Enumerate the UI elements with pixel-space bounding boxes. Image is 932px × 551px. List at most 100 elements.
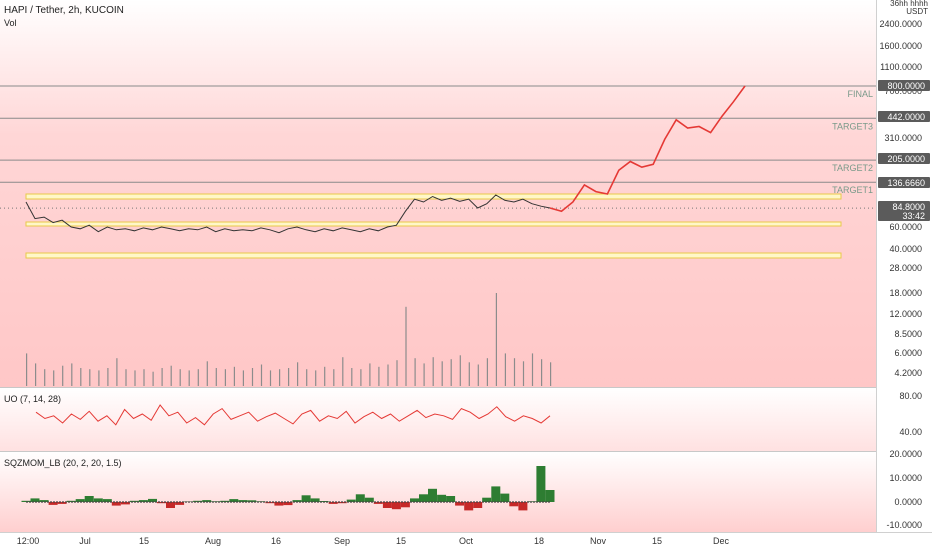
volume-bar (71, 363, 73, 386)
symbol-title[interactable]: HAPI / Tether, 2h, KUCOIN (4, 5, 124, 16)
volume-bar (396, 360, 398, 386)
sqzmom-bar (518, 502, 528, 511)
volume-bar (125, 369, 127, 386)
sqzmom-bar (111, 502, 121, 506)
volume-bar (242, 370, 244, 386)
volume-bar (44, 369, 46, 386)
volume-bar (522, 361, 525, 386)
sqzmom-bar (391, 502, 401, 510)
volume-bar (342, 357, 344, 386)
volume-bar (215, 368, 217, 386)
squeeze-momentum-pane[interactable] (0, 452, 876, 532)
sqzmom-bar (464, 502, 474, 511)
volume-bar (423, 363, 425, 386)
sqzmom-bar (328, 502, 338, 504)
volume-bar (53, 370, 55, 386)
volume-bar (513, 358, 516, 386)
volume-bar (233, 366, 235, 386)
sqzmom-bar (75, 499, 85, 502)
volume-bar (441, 361, 443, 386)
volume-bar (387, 364, 389, 386)
sqzmom-bar (93, 498, 103, 502)
sqzmom-bar (364, 497, 374, 502)
sqzmom-bar (373, 502, 383, 504)
volume-bar (188, 370, 190, 386)
sqzmom-bar (57, 502, 67, 504)
volume-legend[interactable]: Vol (4, 18, 17, 28)
volume-bar (351, 368, 353, 386)
volume-bar (89, 369, 91, 386)
sqzmom-bar (446, 496, 456, 502)
volume-bar (405, 306, 407, 386)
sqzmom-bar (30, 498, 40, 502)
price-series-line (25, 194, 551, 234)
uo-indicator-pane[interactable] (0, 388, 876, 451)
sqzmom-bar (419, 494, 428, 502)
sqzmom-bar (437, 494, 447, 502)
volume-bar (541, 359, 543, 386)
sqzmom-bar (301, 495, 311, 502)
volume-bar (224, 369, 226, 386)
uo-legend[interactable]: UO (7, 14, 28) (4, 394, 62, 404)
volume-bar (315, 370, 317, 386)
volume-bar (179, 369, 181, 386)
time-axis[interactable] (0, 532, 932, 551)
sqzmom-bar (202, 500, 212, 502)
sqzmom-bar (310, 498, 320, 502)
sqzmom-bar (428, 488, 437, 502)
sqz-legend[interactable]: SQZMOM_LB (20, 2, 20, 1.5) (4, 458, 122, 468)
sqzmom-bar (292, 500, 302, 502)
volume-bar (116, 358, 118, 386)
pane-separator[interactable] (0, 387, 932, 388)
volume-bar (360, 369, 362, 386)
sqzmom-bar (274, 502, 284, 506)
sqzmom-bar (482, 497, 492, 502)
sqzmom-bar (247, 500, 257, 502)
level-label-target2: TARGET2 (832, 163, 873, 173)
sqzmom-bar (120, 502, 130, 505)
volume-bar (152, 371, 154, 386)
sqzmom-bar (410, 498, 419, 502)
volume-bar (143, 369, 145, 386)
volume-bar (306, 369, 308, 386)
price-scale[interactable] (876, 0, 932, 532)
uo-series-line (35, 404, 551, 426)
volume-bar (35, 363, 37, 386)
sqzmom-bar (138, 500, 148, 502)
volume-bar (197, 369, 199, 386)
pane-separator[interactable] (0, 451, 932, 452)
sqzmom-bar (400, 502, 410, 508)
sqzmom-bar (229, 499, 239, 502)
volume-bar (107, 368, 109, 386)
sqzmom-bar (545, 490, 555, 502)
volume-bar (80, 368, 82, 386)
sqzmom-bar (84, 496, 94, 502)
sqzmom-bar (473, 502, 483, 508)
lower-support-band (25, 252, 842, 259)
projected-path-line (549, 85, 746, 213)
sqzmom-bar (48, 502, 58, 505)
volume-bar (459, 355, 461, 386)
support-band (25, 221, 842, 227)
volume-bar (414, 358, 416, 386)
volume-bar (333, 369, 335, 386)
volume-bar (369, 363, 371, 386)
sqzmom-bar (455, 502, 465, 506)
volume-bar (486, 358, 488, 386)
volume-bar (504, 353, 506, 386)
sqzmom-bar (39, 500, 49, 502)
volume-bar (450, 359, 452, 386)
volume-bar (279, 369, 281, 386)
volume-bar (477, 364, 479, 386)
sqzmom-bar (283, 502, 293, 506)
sqzmom-bar (102, 499, 112, 502)
volume-bar (62, 365, 64, 386)
volume-bar (170, 365, 172, 386)
sqzmom-bar (500, 493, 510, 502)
sqzmom-bar (382, 502, 392, 508)
volume-bar (98, 370, 100, 386)
sqzmom-bar (166, 502, 175, 508)
sqzmom-bar (491, 486, 501, 502)
